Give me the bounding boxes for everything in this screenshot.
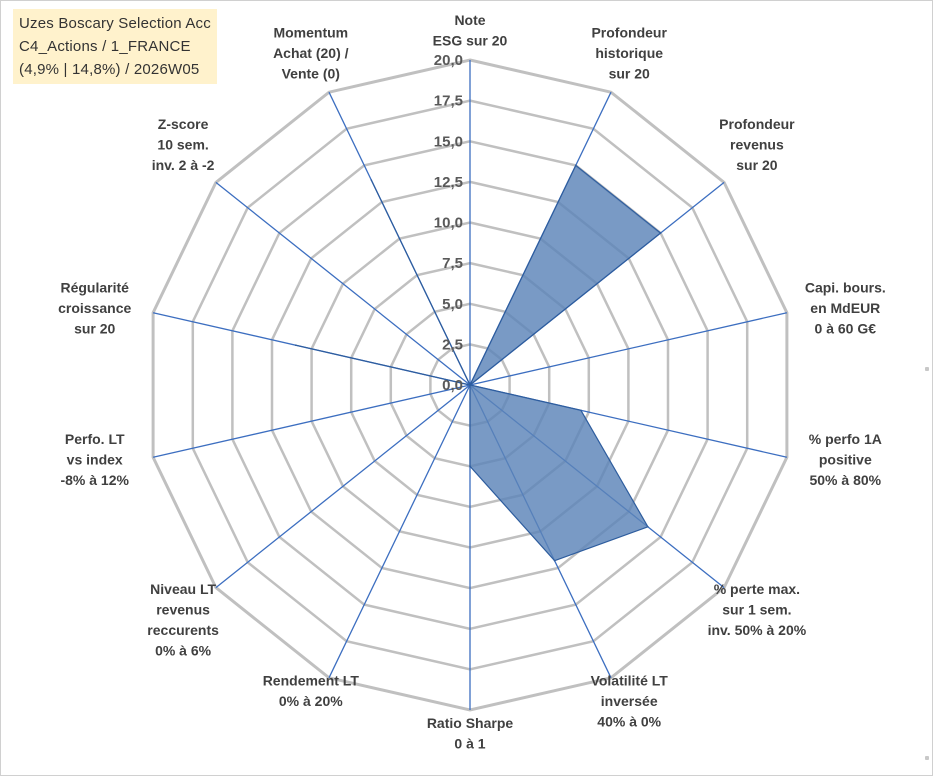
category-label-line: 0 à 1	[454, 736, 485, 752]
category-label-8: Ratio Sharpe 0 à 1	[427, 715, 514, 752]
category-label-line: Niveau LT	[150, 581, 216, 597]
category-label-line: ESG sur 20	[433, 33, 508, 49]
data-point-6	[647, 526, 649, 528]
data-point-14	[370, 179, 373, 181]
category-label-line: croissance	[58, 300, 131, 316]
category-label-line: 10 sem.	[157, 137, 208, 153]
category-label-13: Z-score 10 sem. inv. 2 à -2	[152, 116, 215, 173]
spoke-10	[215, 384, 471, 589]
category-label-line: Profondeur	[591, 24, 667, 40]
category-label-line: inv. 50% à 20%	[708, 622, 807, 638]
category-label-line: positive	[819, 452, 872, 468]
category-label-line: revenus	[730, 137, 784, 153]
fund-info-box: Uzes Boscary Selection Acc C4_Actions / …	[13, 9, 217, 84]
category-label-line: % perfo 1A	[809, 431, 882, 447]
series-layer	[294, 164, 662, 562]
data-point-3	[659, 232, 662, 234]
fund-category: C4_Actions / 1_FRANCE	[19, 38, 191, 55]
category-label-7: Volatilité LT inversée 40% à 0%	[591, 672, 669, 729]
category-label-line: inversée	[601, 693, 658, 709]
spoke-13	[215, 181, 471, 386]
category-label-2: Profondeur historique sur 20	[591, 24, 667, 81]
label-layer: Note ESG sur 20 Profondeur historique sur 20…	[58, 12, 886, 752]
data-point-13	[469, 384, 471, 386]
category-label-12: Régularité croissance sur 20	[58, 279, 131, 336]
category-label-line: reccurents	[147, 622, 219, 638]
category-label-4: Capi. bours. en MdEUR 0 à 60 G€	[805, 279, 886, 336]
data-point-8	[469, 465, 471, 468]
category-label-1: Note ESG sur 20	[433, 12, 508, 49]
category-label-line: 50% à 80%	[809, 472, 881, 488]
tick-label-4: 10,0	[434, 215, 463, 232]
category-label-line: Ratio Sharpe	[427, 715, 514, 731]
category-label-line: Momentum	[273, 24, 348, 40]
category-label-line: Capi. bours.	[805, 279, 886, 295]
category-label-line: Achat (20) /	[273, 45, 349, 61]
category-label-line: % perte max.	[714, 581, 800, 597]
tick-label-0: 0,0	[442, 377, 463, 394]
category-label-14: Momentum Achat (20) / Vente (0)	[273, 24, 349, 81]
tick-label-5: 12,5	[434, 174, 463, 191]
category-label-line: inv. 2 à -2	[152, 157, 215, 173]
tick-label-6: 15,0	[434, 133, 463, 150]
tick-layer: 0,0 2,5 5,0 7,5 10,0 12,5 15,0 17,5 20,0	[434, 52, 463, 394]
scroll-marker-2	[925, 756, 929, 760]
category-label-line: Vente (0)	[282, 65, 340, 81]
data-point-12	[294, 344, 297, 347]
category-label-6: % perte max. sur 1 sem. inv. 50% à 20%	[708, 581, 807, 638]
category-label-11: Perfo. LT vs index -8% à 12%	[60, 431, 129, 488]
category-label-5: % perfo 1A positive 50% à 80%	[809, 431, 882, 488]
category-label-line: Régularité	[60, 279, 129, 295]
tick-label-1: 2,5	[442, 336, 463, 353]
category-label-line: Z-score	[158, 116, 209, 132]
category-label-line: Rendement LT	[263, 672, 360, 688]
category-label-10: Niveau LT revenus reccurents 0% à 6%	[147, 581, 219, 659]
category-label-line: 0% à 6%	[155, 643, 212, 659]
category-label-line: en MdEUR	[810, 300, 880, 316]
spoke-9	[328, 384, 471, 679]
spoke-11	[152, 384, 471, 458]
category-label-line: 40% à 0%	[597, 713, 661, 729]
tick-label-7: 17,5	[434, 93, 463, 110]
category-label-line: Profondeur	[719, 116, 795, 132]
category-label-line: sur 1 sem.	[722, 602, 791, 618]
scroll-marker-1	[925, 367, 929, 371]
category-label-line: vs index	[67, 452, 123, 468]
tick-label-2: 5,0	[442, 296, 463, 313]
category-label-line: 0 à 60 G€	[815, 320, 877, 336]
spoke-4	[469, 312, 788, 386]
fund-period: (4,9% | 14,8%) / 2026W05	[19, 61, 200, 78]
data-point-5	[580, 409, 582, 412]
category-label-line: Note	[454, 12, 485, 28]
tick-label-8: 20,0	[434, 52, 463, 69]
category-label-line: sur 20	[609, 65, 650, 81]
data-point-2	[575, 164, 577, 167]
category-label-line: sur 20	[736, 157, 777, 173]
category-label-line: Perfo. LT	[65, 431, 125, 447]
category-label-line: revenus	[156, 602, 210, 618]
data-point-7	[553, 559, 556, 562]
category-label-9: Rendement LT 0% à 20%	[263, 672, 360, 709]
tick-label-3: 7,5	[442, 255, 463, 272]
category-label-line: -8% à 12%	[60, 472, 129, 488]
category-label-line: historique	[595, 45, 663, 61]
category-label-3: Profondeur revenus sur 20	[719, 116, 795, 173]
category-label-line: sur 20	[74, 320, 115, 336]
fund-name: Uzes Boscary Selection Acc	[19, 15, 211, 32]
category-label-line: Volatilité LT	[591, 672, 669, 688]
category-label-line: 0% à 20%	[279, 693, 343, 709]
